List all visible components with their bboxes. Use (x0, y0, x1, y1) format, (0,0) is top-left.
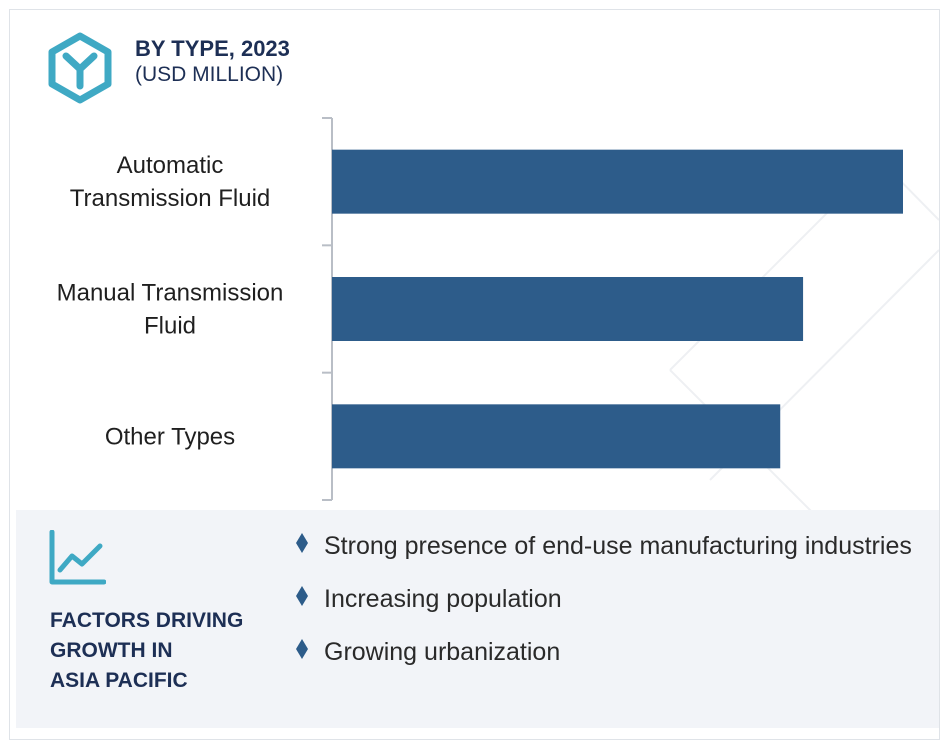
chart-title: BY TYPE, 2023 (135, 36, 290, 61)
cube-y-icon (48, 32, 112, 104)
chart-subtitle: (USD MILLION) (135, 63, 284, 86)
bar (332, 277, 804, 341)
bars (332, 149, 903, 469)
factor-text: Growing urbanization (324, 638, 561, 666)
trend-chart-icon (49, 530, 106, 585)
y-axis (322, 117, 333, 501)
category-label: Manual Transmission Fluid (57, 280, 284, 340)
chart-card: BY TYPE, 2023 (USD MILLION) Automatic Tra… (9, 9, 940, 740)
factors-panel: FACTORS DRIVING GROWTH IN ASIA PACIFIC S… (16, 510, 939, 728)
list-item: Increasing population (296, 581, 916, 618)
category-label: Other Types (105, 423, 235, 450)
factors-title-line: FACTORS DRIVING (50, 609, 244, 632)
factors-title: FACTORS DRIVING GROWTH IN ASIA PACIFIC (50, 606, 290, 696)
category-label: Automatic Transmission Fluid (70, 152, 271, 212)
chart-header: BY TYPE, 2023 (USD MILLION) (135, 36, 290, 88)
diamond-bullet-icon (296, 586, 308, 606)
list-item: Strong presence of end-use manufacturing… (296, 528, 916, 565)
list-item: Growing urbanization (296, 634, 916, 671)
factors-title-line: ASIA PACIFIC (50, 669, 188, 692)
factor-text: Increasing population (324, 585, 562, 613)
bar (332, 404, 781, 469)
diamond-bullet-icon (296, 639, 308, 659)
bar-chart: Automatic Transmission Fluid Manual Transm… (57, 117, 903, 501)
diamond-bullet-icon (296, 533, 308, 553)
category-labels: Automatic Transmission Fluid Manual Transm… (57, 152, 284, 450)
factor-text: Strong presence of end-use manufacturing… (324, 532, 912, 560)
bar (332, 149, 903, 214)
factors-title-line: GROWTH IN (50, 639, 173, 662)
factors-list: Strong presence of end-use manufacturing… (296, 528, 916, 687)
